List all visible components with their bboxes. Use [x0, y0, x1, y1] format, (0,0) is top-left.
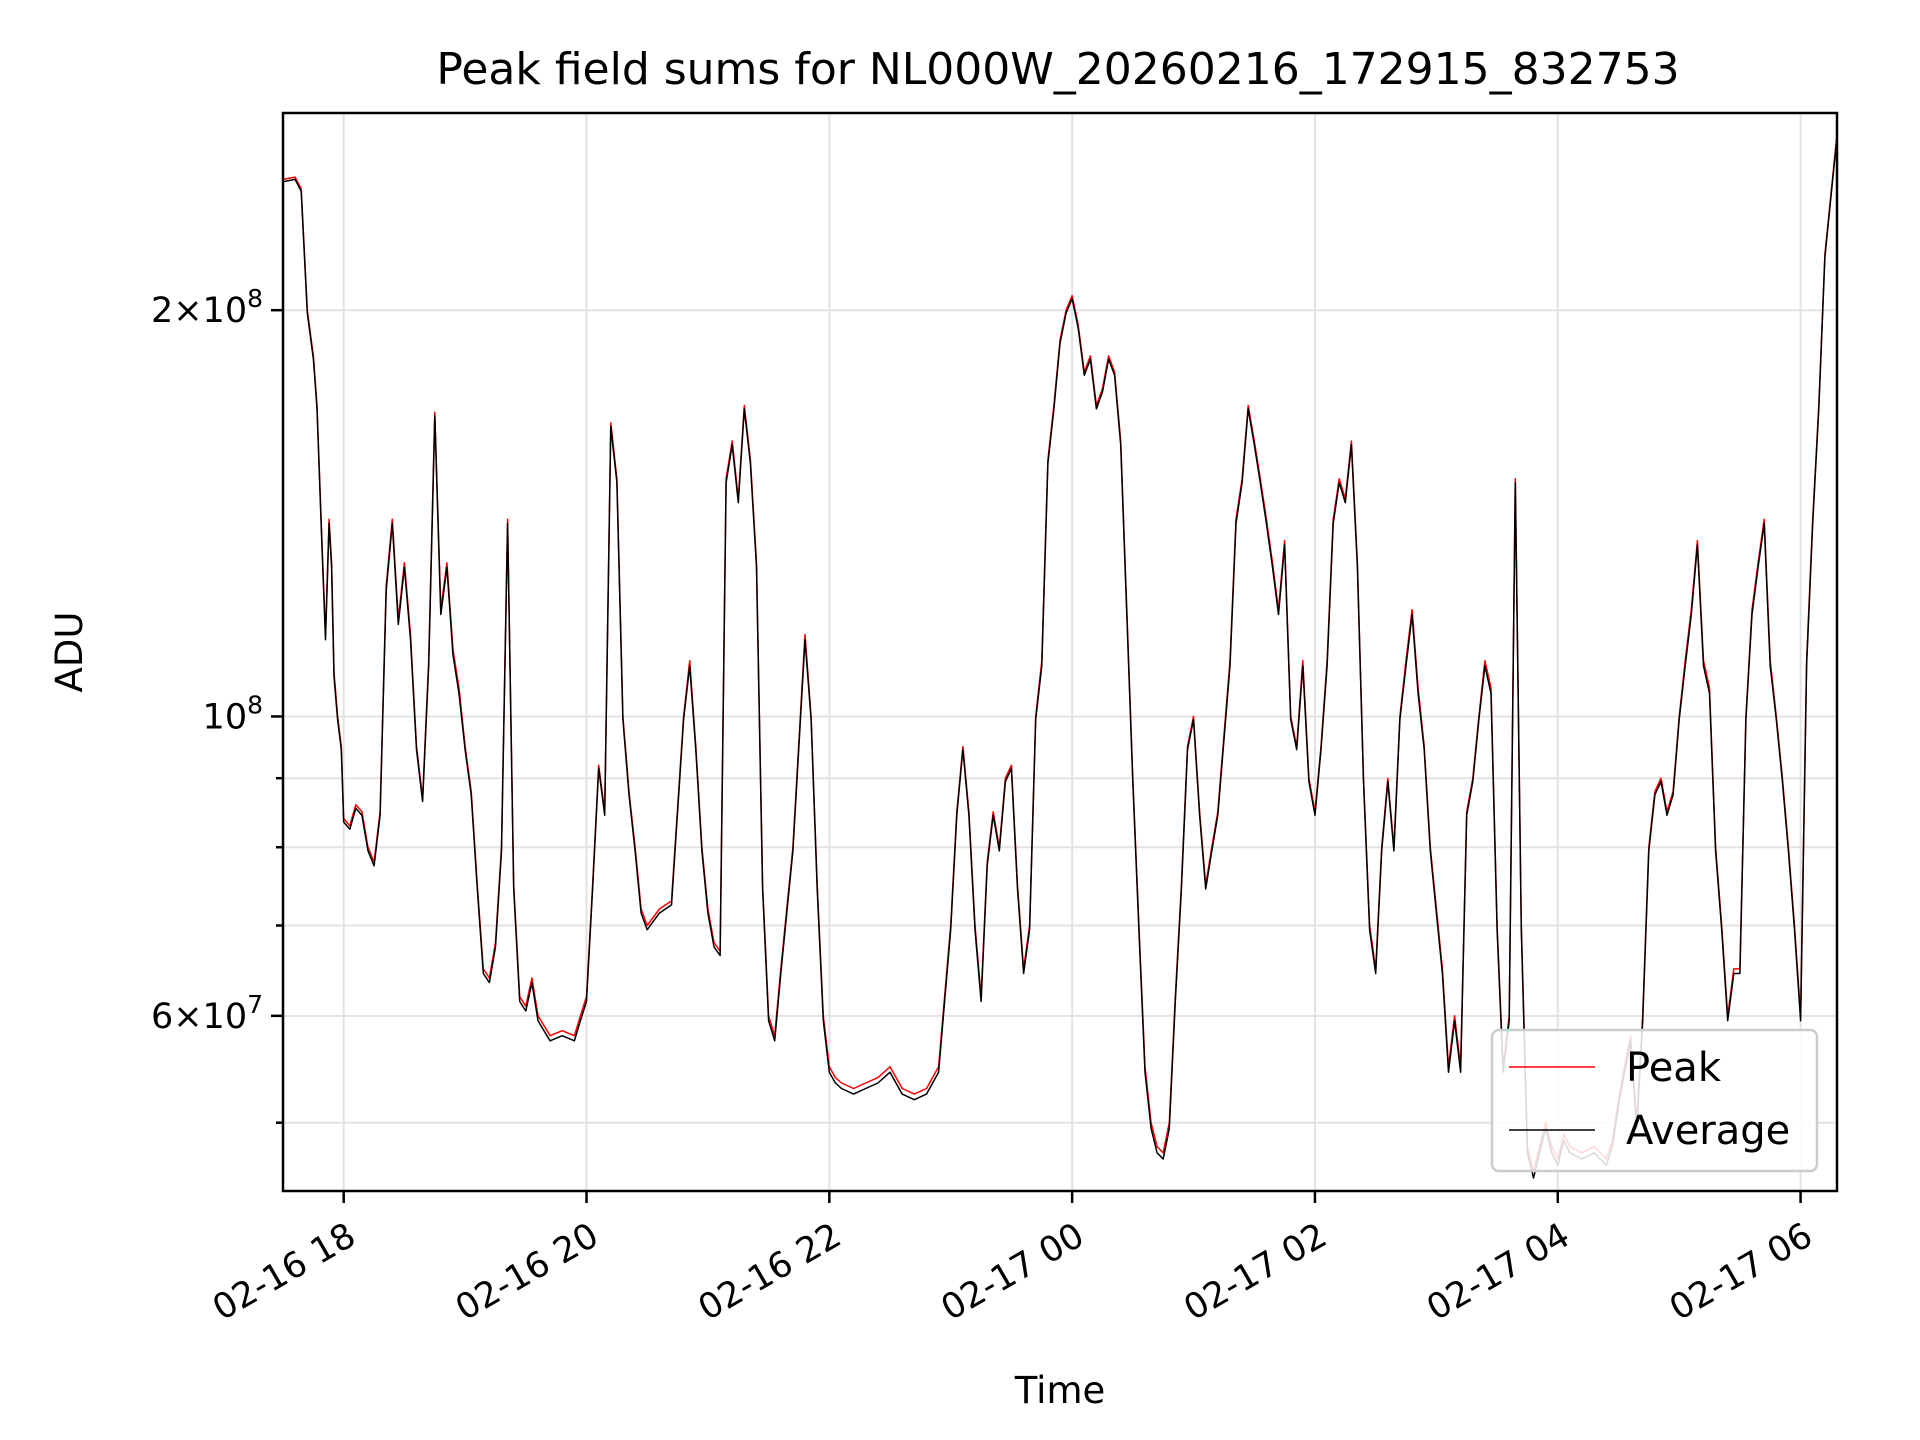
- legend-box: [1490, 1028, 1819, 1173]
- y-tick-label: 2×108: [151, 284, 263, 331]
- x-axis-label: Time: [1014, 1369, 1106, 1412]
- legend: Peak Average: [1490, 1028, 1819, 1173]
- legend-label-average: Average: [1626, 1108, 1790, 1154]
- grid: [283, 113, 1837, 1191]
- plot-frame: [281, 111, 1839, 1193]
- y-tick-label: 108: [203, 690, 263, 737]
- y-axis-label: ADU: [48, 612, 91, 693]
- y-tick-label: 6×107: [151, 990, 263, 1037]
- chart-title: Peak field sums for NL000W_20260216_1729…: [436, 44, 1679, 95]
- legend-label-peak: Peak: [1626, 1045, 1722, 1091]
